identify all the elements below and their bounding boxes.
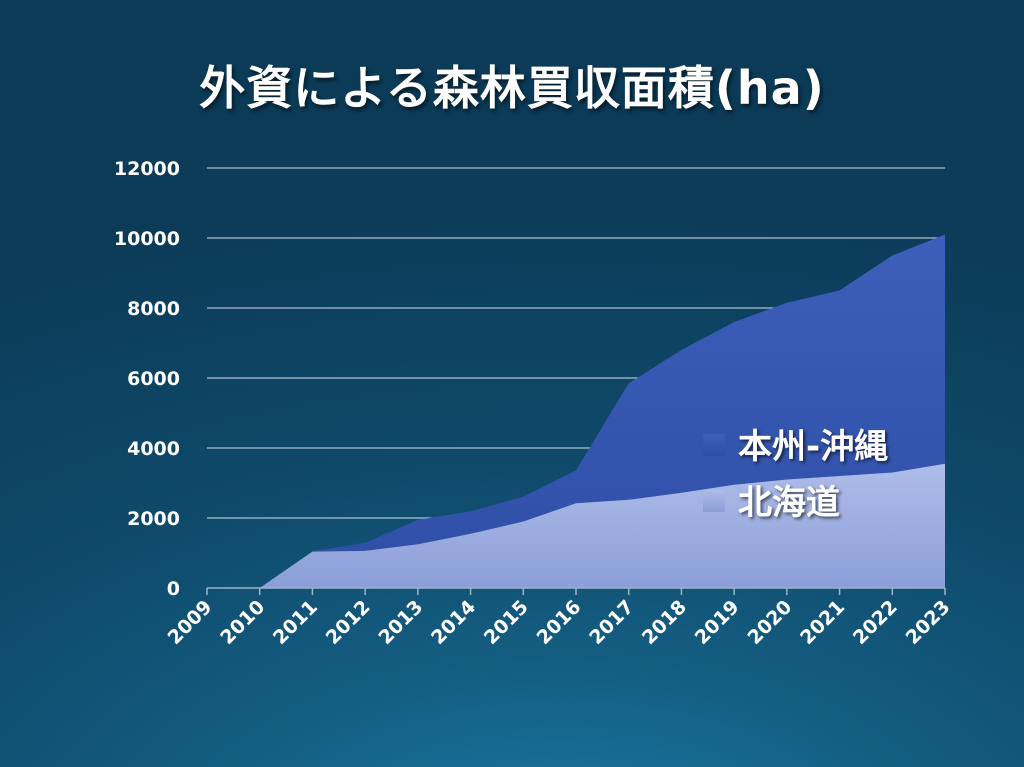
x-tick-label: 2013 bbox=[374, 596, 427, 649]
y-tick-label: 2000 bbox=[127, 508, 180, 530]
x-tick-label: 2015 bbox=[480, 596, 533, 649]
x-tick-label: 2018 bbox=[638, 596, 691, 649]
x-tick-label: 2020 bbox=[743, 596, 796, 649]
grid-lines bbox=[207, 167, 945, 519]
y-tick-label: 8000 bbox=[127, 298, 180, 320]
y-tick-label: 0 bbox=[167, 578, 180, 600]
y-tick-label: 12000 bbox=[114, 158, 180, 180]
x-tick-label: 2022 bbox=[849, 596, 902, 649]
x-tick-label: 2023 bbox=[902, 596, 955, 649]
legend-swatch bbox=[703, 490, 725, 512]
x-tick-label: 2014 bbox=[427, 596, 480, 649]
x-tick-label: 2019 bbox=[691, 596, 744, 649]
x-tick-label: 2017 bbox=[585, 596, 638, 649]
x-tick-label: 2021 bbox=[796, 596, 849, 649]
y-tick-label: 10000 bbox=[114, 228, 180, 250]
legend-label: 北海道 bbox=[738, 483, 840, 523]
y-tick-label: 4000 bbox=[127, 438, 180, 460]
area-hokkaido bbox=[207, 463, 945, 588]
x-tick-label: 2009 bbox=[164, 596, 217, 649]
legend-label: 本州-沖縄 bbox=[738, 427, 888, 467]
legend-swatch bbox=[703, 434, 725, 456]
x-tick-labels: 2009 2010 2011 2012 2013 2014 2015 2016 2017 2018… bbox=[164, 596, 955, 649]
axes bbox=[206, 587, 946, 595]
area-series bbox=[207, 234, 945, 588]
x-tick-label: 2010 bbox=[216, 596, 269, 649]
area-honshu-okinawa bbox=[207, 234, 945, 588]
x-tick-label: 2016 bbox=[533, 596, 586, 649]
y-tick-label: 6000 bbox=[127, 368, 180, 390]
chart-title: 外資による森林買収面積(ha) bbox=[199, 61, 825, 115]
y-tick-labels: 0 2000 4000 6000 8000 10000 12000 bbox=[114, 158, 180, 600]
x-tick-label: 2011 bbox=[269, 596, 322, 649]
x-tick-label: 2012 bbox=[322, 596, 375, 649]
